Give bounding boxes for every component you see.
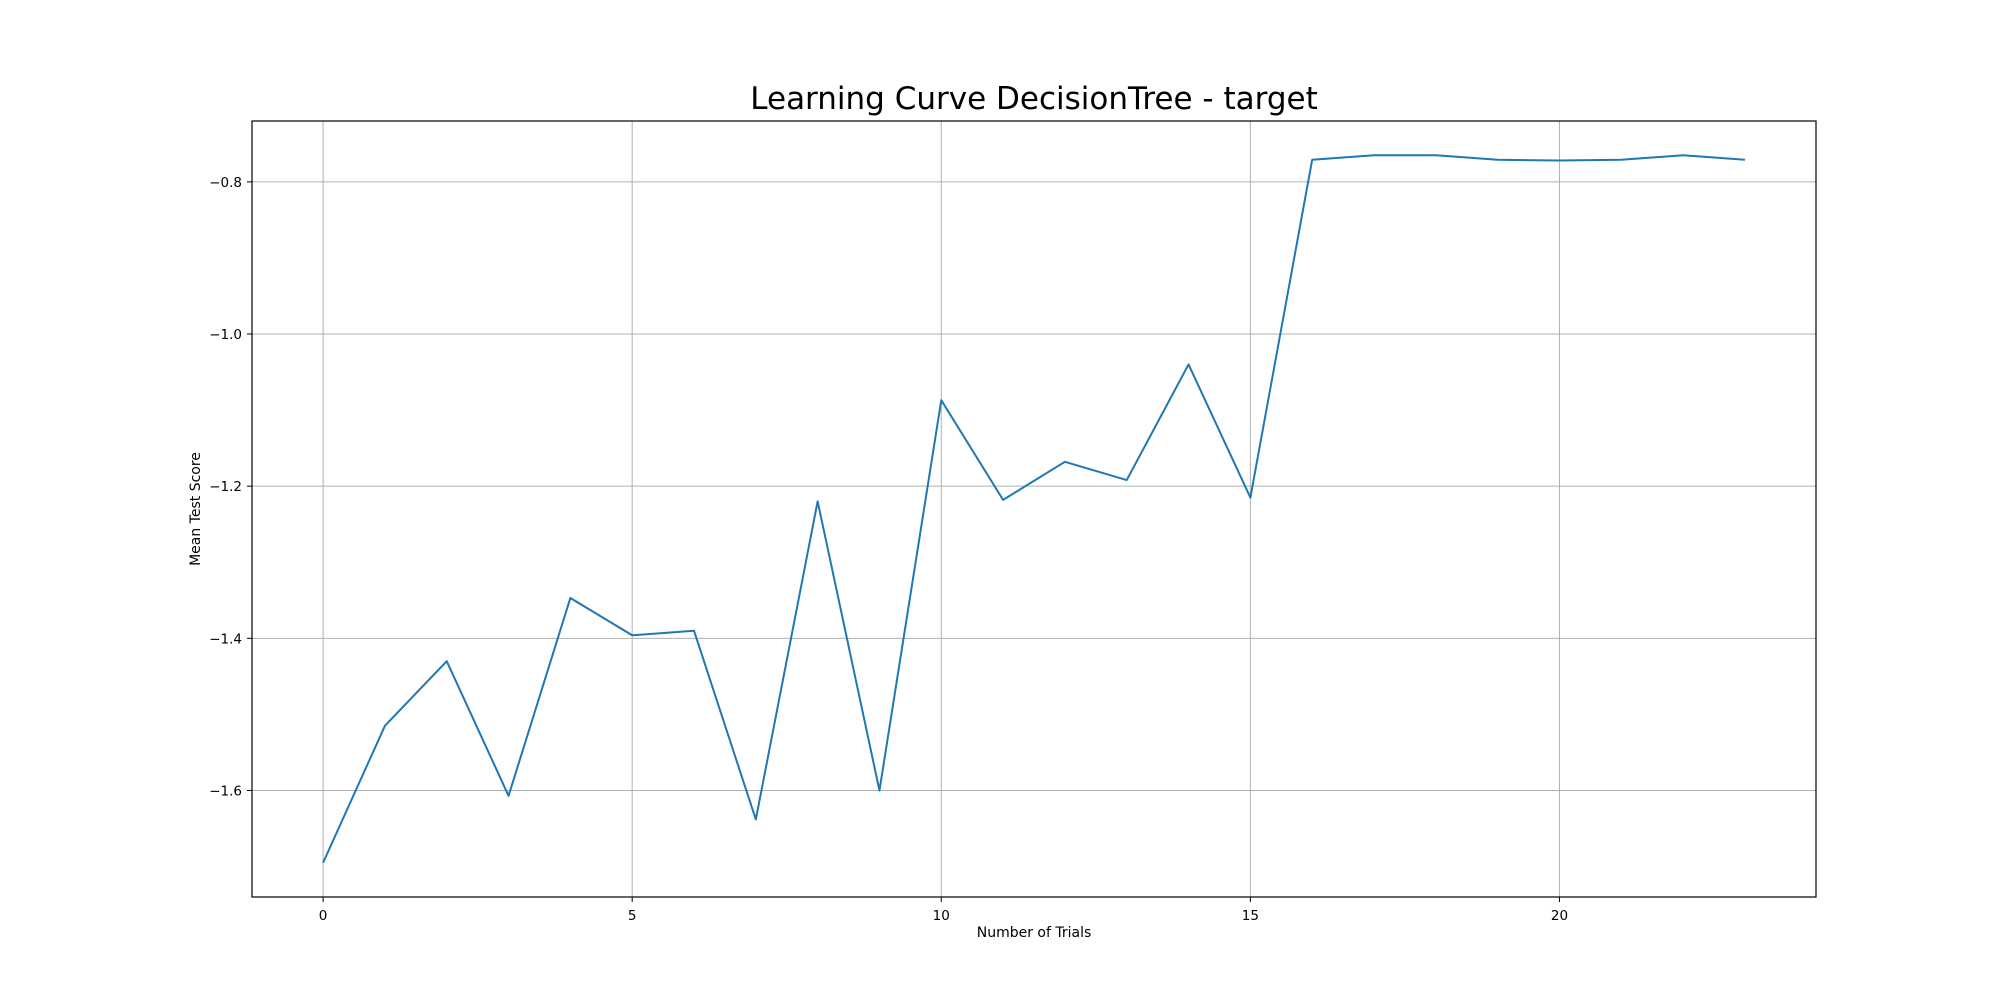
grid-lines [252,121,1816,897]
y-tick-label: −1.0 [209,327,242,343]
x-tick-label: 0 [319,908,328,924]
series-line [322,154,1745,864]
x-axis-label: Number of Trials [977,925,1092,941]
y-tick-label: −1.4 [209,631,242,647]
y-tick-label: −0.8 [209,175,242,191]
x-tick-label: 15 [1242,908,1259,924]
y-tick-label: −1.6 [209,783,242,799]
y-axis-label: Mean Test Score [188,452,204,566]
x-tick-label: 20 [1551,908,1568,924]
x-tick-label: 10 [933,908,950,924]
axis-ticks: 0 5 10 15 20 −1.6 −1.4 −1.2 −1.0 −0.8 [209,175,1568,924]
plot-area-frame [251,120,1817,898]
series-layer [322,154,1745,864]
y-tick-label: −1.2 [209,479,242,495]
x-tick-label: 5 [628,908,637,924]
chart-title: Learning Curve DecisionTree - target [750,81,1317,117]
